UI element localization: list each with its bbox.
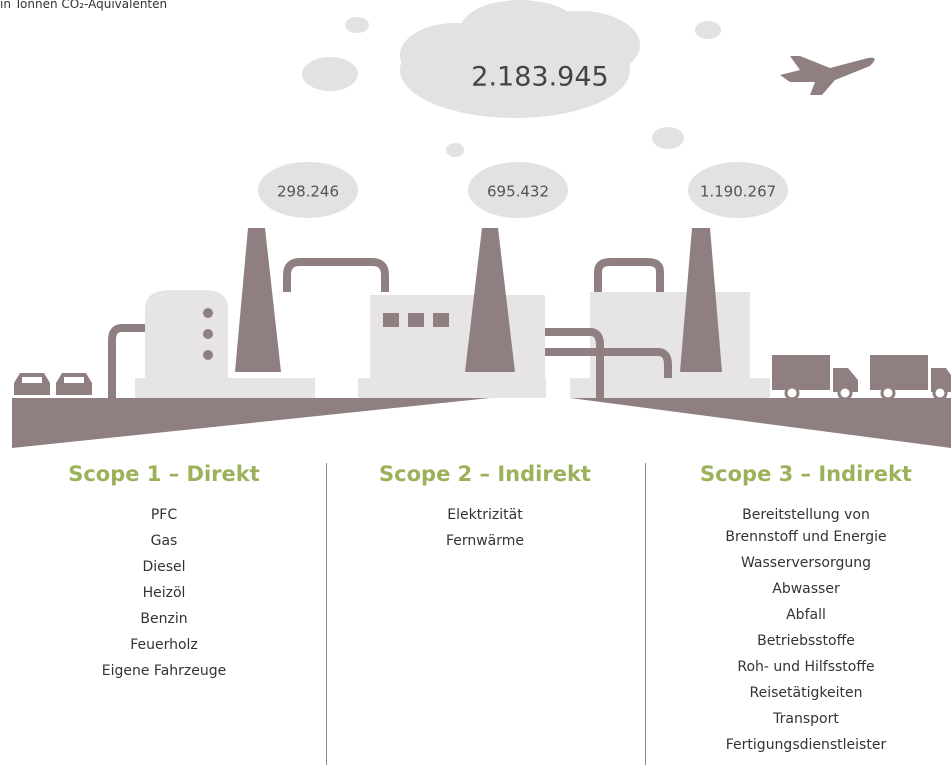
scope-item: Abwasser: [706, 578, 906, 600]
scope-item: Betriebsstoffe: [706, 630, 906, 652]
scope-item: Heizöl: [64, 582, 264, 604]
scope-value: 1.190.267: [700, 183, 776, 201]
scope-item: Eigene Fahrzeuge: [64, 660, 264, 682]
ground: [12, 398, 951, 448]
total-value: 2.183.945: [471, 62, 608, 93]
buildings: [135, 290, 770, 398]
scope-title: Scope 3 – Indirekt: [686, 462, 926, 486]
scope-item: Transport: [706, 708, 906, 730]
divider: [645, 463, 646, 765]
scope-value: 298.246: [277, 183, 339, 201]
scope-item: Roh- und Hilfsstoffe: [706, 656, 906, 678]
scope-item: Gas: [64, 530, 264, 552]
scope-item: Benzin: [64, 608, 264, 630]
scope-item: Feuerholz: [64, 634, 264, 656]
airplane: [780, 56, 875, 95]
scope-items: PFC Gas Diesel Heizöl Benzin Feuerholz Eigene …: [44, 504, 284, 682]
scope-column: Scope 3 – Indirekt Bereitstellung von Bre…: [686, 462, 926, 760]
scope-item: Fertigungsdienstleister: [706, 734, 906, 756]
divider: [326, 463, 327, 765]
scope-items: Elektrizität Fernwärme: [365, 504, 605, 552]
page: 2.183.945 298.246 695.432 1.190.267 in T…: [0, 0, 951, 779]
scope-item: Abfall: [706, 604, 906, 626]
unit-label: in Tonnen CO₂-Äquivalenten: [0, 0, 167, 11]
scope-item: Fernwärme: [385, 530, 585, 552]
scope-item: Bereitstellung von Brennstoff und Energi…: [706, 504, 906, 548]
scope-item: Diesel: [64, 556, 264, 578]
scope-column: Scope 1 – Direkt PFC Gas Diesel Heizöl Benzin…: [44, 462, 284, 686]
scope-item: Elektrizität: [385, 504, 585, 526]
scope-item: Wasserversorgung: [706, 552, 906, 574]
scope-title: Scope 1 – Direkt: [44, 462, 284, 486]
scope-column: Scope 2 – Indirekt Elektrizität Fernwärme: [365, 462, 605, 556]
scope-item: Reisetätigkeiten: [706, 682, 906, 704]
scope-items: Bereitstellung von Brennstoff und Energi…: [686, 504, 926, 756]
scope-title: Scope 2 – Indirekt: [365, 462, 605, 486]
scope-value: 695.432: [487, 183, 549, 201]
scope-item: PFC: [64, 504, 264, 526]
